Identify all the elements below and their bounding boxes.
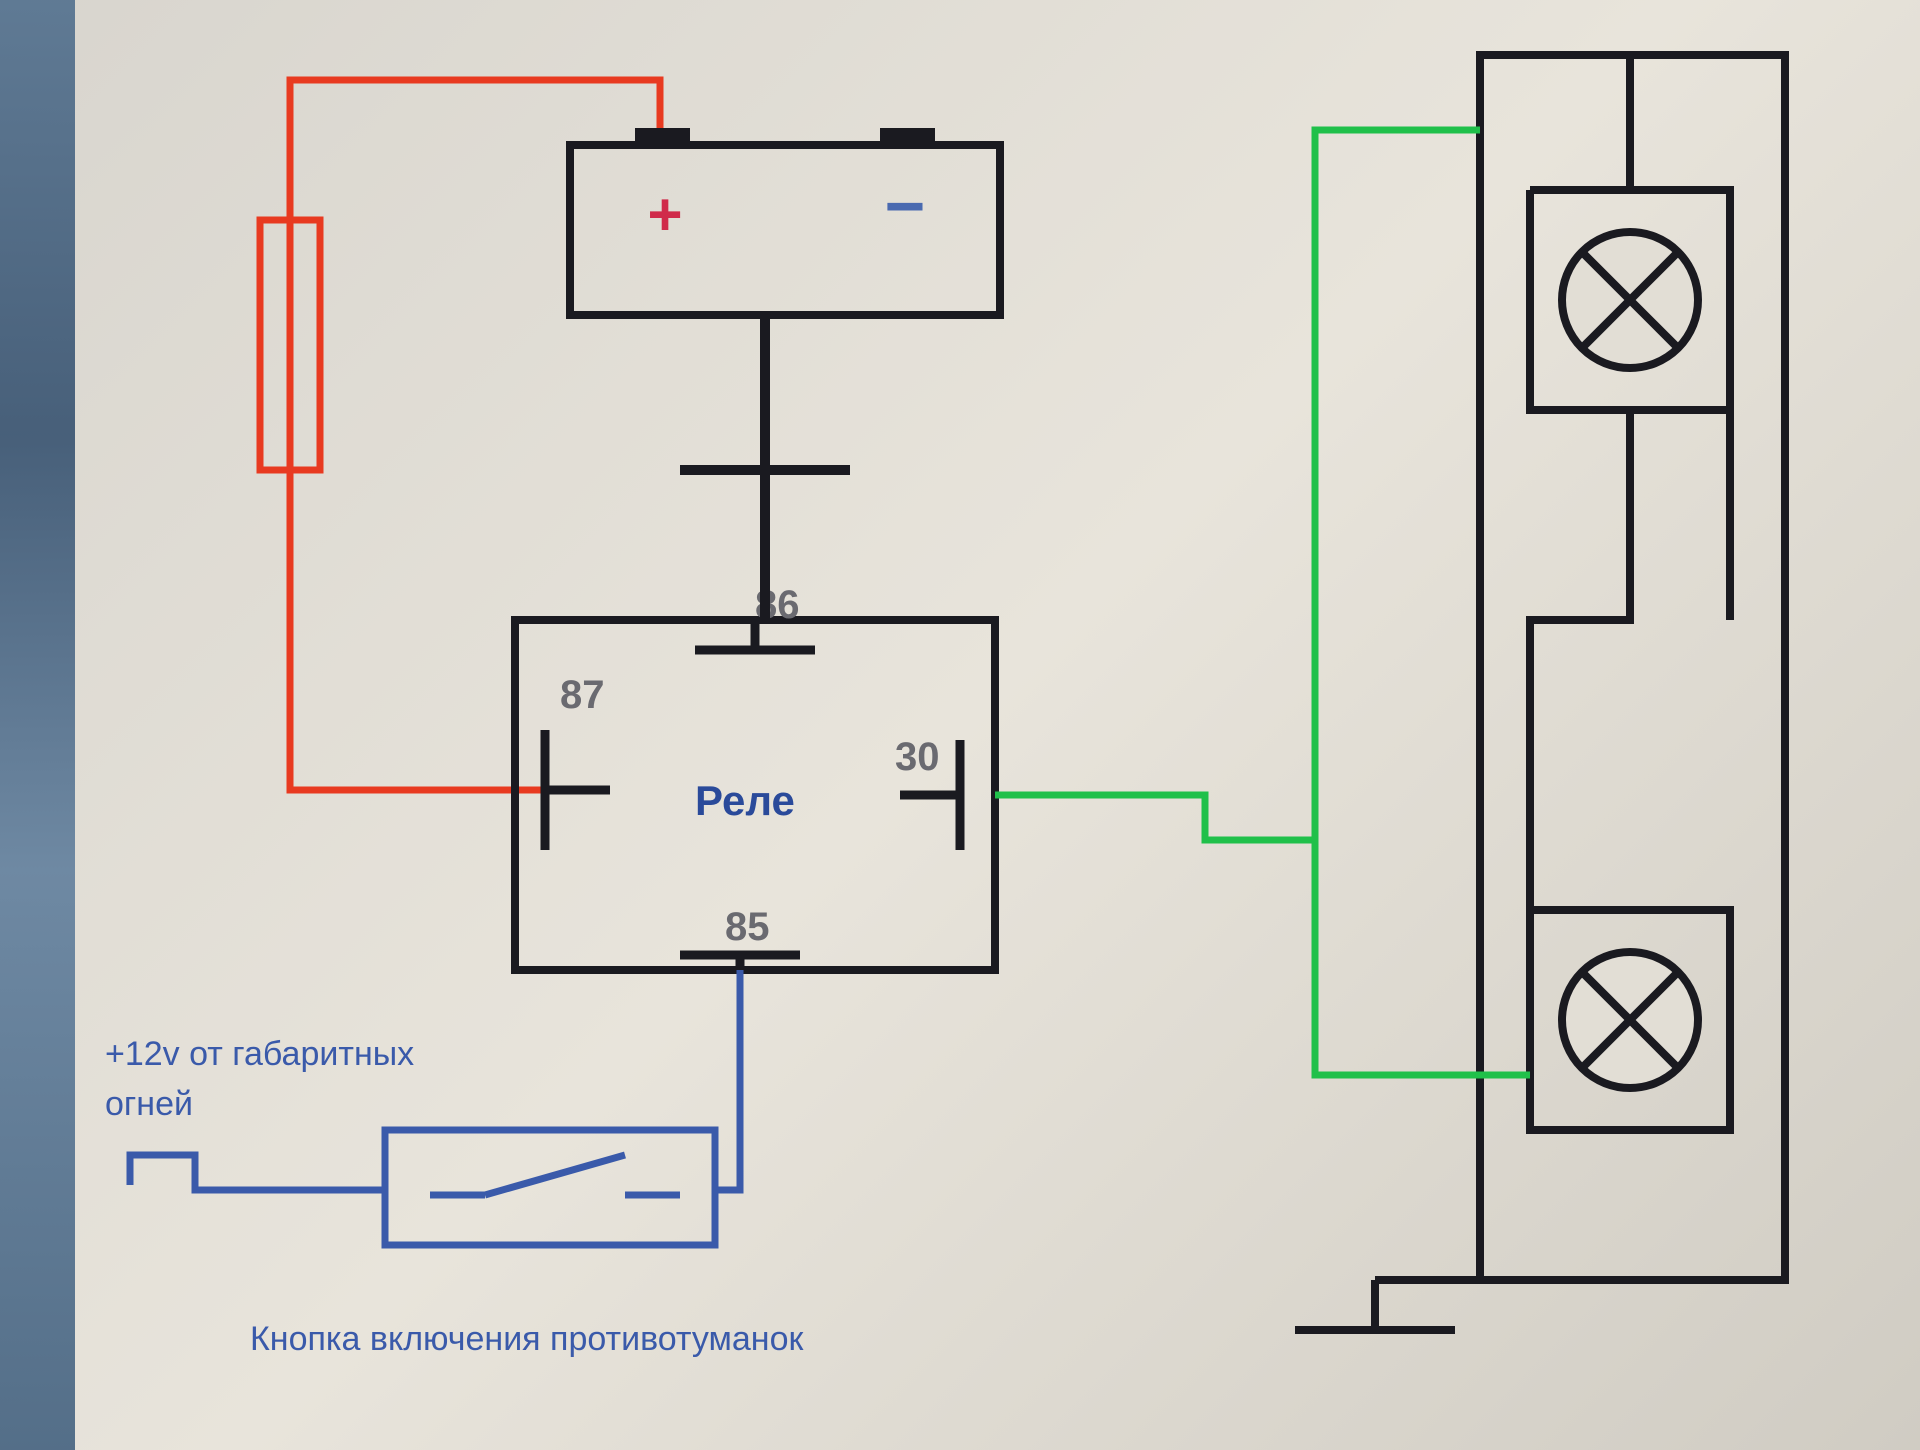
pin-87-label: 87 (560, 673, 605, 717)
battery: + − (570, 128, 1000, 315)
battery-plus: + (647, 181, 682, 248)
wire-blue (130, 970, 740, 1245)
battery-ground (680, 315, 850, 470)
lamp-bottom (1562, 952, 1698, 1088)
relay-label: Реле (695, 777, 795, 824)
pin-30-label: 30 (895, 735, 940, 779)
voltage-label-line1: +12v от габаритных (105, 1035, 414, 1073)
fuse (260, 220, 320, 470)
pin-85-label: 85 (725, 905, 770, 949)
ground-symbol (1295, 1280, 1455, 1330)
voltage-label-line2: огней (105, 1085, 193, 1123)
wiring-diagram: + − (75, 0, 1920, 1450)
wire-red (290, 80, 660, 790)
switch-caption: Кнопка включения противотуманок (250, 1320, 804, 1358)
wire-green (995, 130, 1530, 1075)
relay: 87 86 30 85 Реле (515, 583, 995, 970)
battery-minus: − (885, 167, 926, 245)
window-edge-strip (0, 0, 75, 1450)
lamp-top (1562, 232, 1698, 368)
